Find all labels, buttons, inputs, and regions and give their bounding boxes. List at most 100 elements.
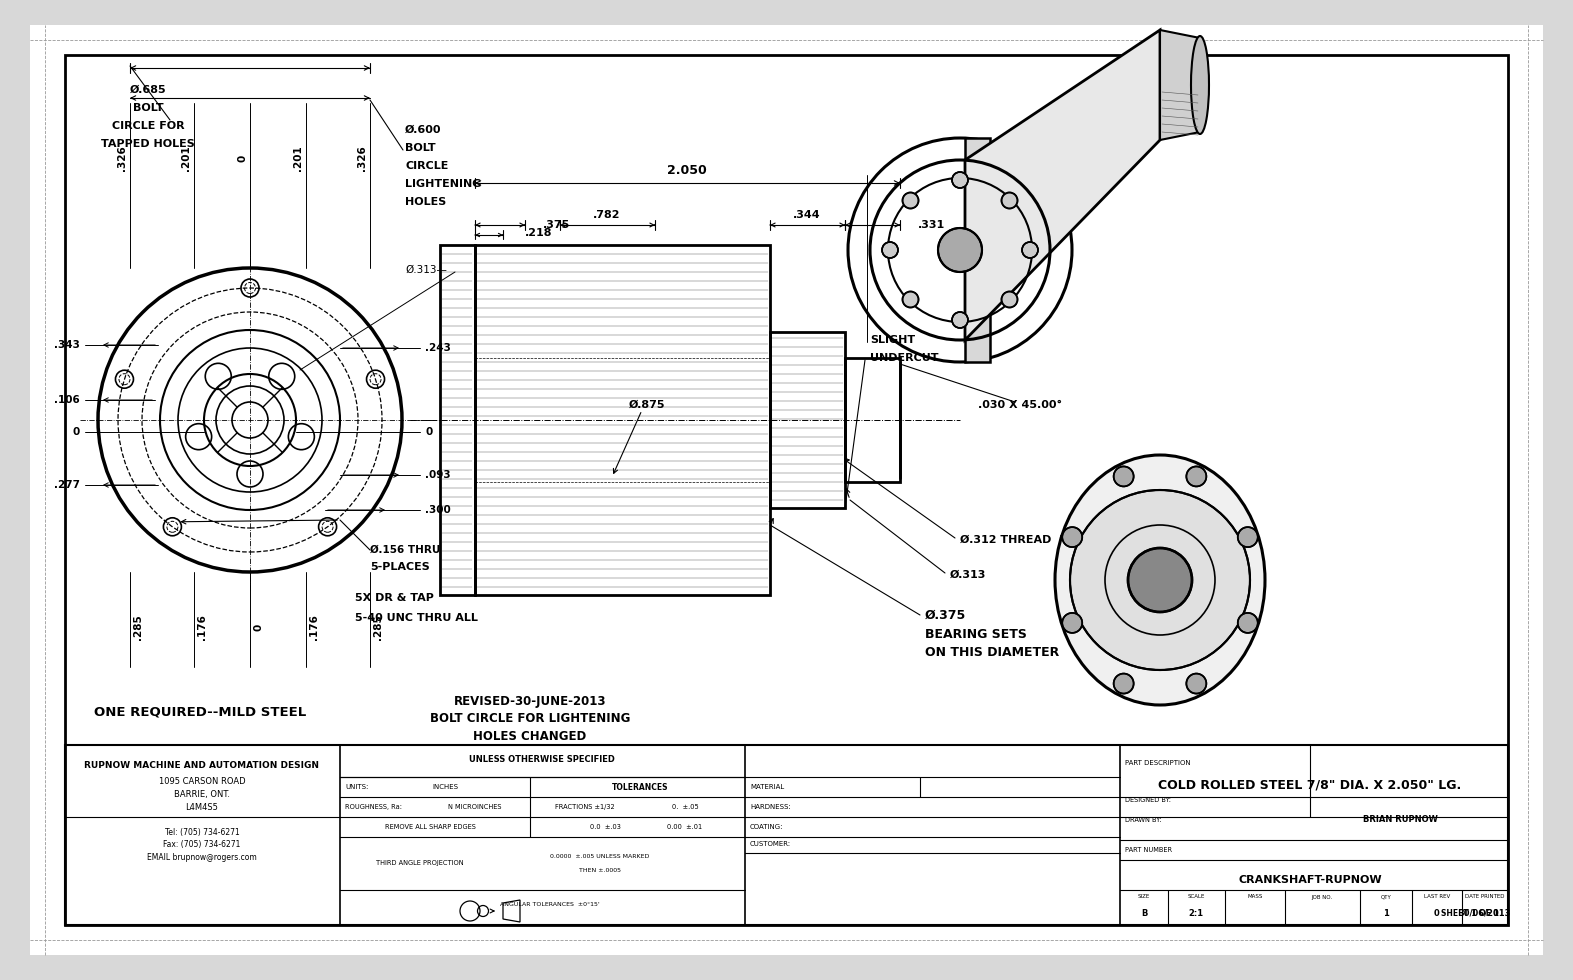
Text: BARRIE, ONT.: BARRIE, ONT.	[175, 790, 230, 799]
Text: 5X DR & TAP: 5X DR & TAP	[355, 593, 434, 603]
Text: .326: .326	[357, 145, 367, 171]
Text: BOLT: BOLT	[132, 103, 164, 113]
Text: .106: .106	[53, 395, 80, 405]
Text: COLD ROLLED STEEL 7/8" DIA. X 2.050" LG.: COLD ROLLED STEEL 7/8" DIA. X 2.050" LG.	[1158, 778, 1461, 792]
Text: SLIGHT: SLIGHT	[870, 335, 915, 345]
Text: MATERIAL: MATERIAL	[750, 784, 785, 790]
Text: REVISED-30-JUNE-2013: REVISED-30-JUNE-2013	[453, 696, 606, 709]
Circle shape	[1062, 527, 1082, 547]
Text: BRIAN RUPNOW: BRIAN RUPNOW	[1362, 815, 1438, 824]
Circle shape	[1002, 192, 1018, 209]
Text: ONE REQUIRED--MILD STEEL: ONE REQUIRED--MILD STEEL	[94, 706, 307, 718]
Text: 30/06/2013: 30/06/2013	[1458, 908, 1512, 917]
Text: 1: 1	[1383, 908, 1389, 917]
Text: 0.0  ±.03: 0.0 ±.03	[590, 824, 620, 830]
Text: UNLESS OTHERWISE SPECIFIED: UNLESS OTHERWISE SPECIFIED	[469, 756, 615, 764]
Circle shape	[1186, 673, 1206, 694]
Text: 2:1: 2:1	[1189, 908, 1203, 917]
Text: REMOVE ALL SHARP EDGES: REMOVE ALL SHARP EDGES	[384, 824, 475, 830]
Text: SCALE: SCALE	[1188, 895, 1205, 900]
Text: .277: .277	[53, 480, 80, 490]
Circle shape	[903, 291, 919, 308]
Text: BEARING SETS: BEARING SETS	[925, 628, 1027, 642]
Text: Ø.312 THREAD  5/16"-24: Ø.312 THREAD 5/16"-24	[960, 535, 1112, 545]
Text: Ø.313—: Ø.313—	[404, 265, 447, 275]
Text: 5-PLACES: 5-PLACES	[370, 562, 429, 572]
Text: .375: .375	[543, 220, 571, 230]
Circle shape	[1002, 291, 1018, 308]
Circle shape	[1114, 466, 1134, 486]
Bar	[845, 358, 900, 482]
Text: SIZE: SIZE	[1137, 895, 1150, 900]
Text: EMAIL brupnow@rogers.com: EMAIL brupnow@rogers.com	[148, 853, 256, 861]
Text: 5-40 UNC THRU ALL: 5-40 UNC THRU ALL	[355, 613, 478, 623]
Circle shape	[1128, 548, 1192, 612]
Circle shape	[882, 242, 898, 258]
Text: 0.00  ±.01: 0.00 ±.01	[667, 824, 703, 830]
Text: 0: 0	[72, 427, 80, 437]
Circle shape	[1186, 466, 1206, 486]
Text: Ø.875: Ø.875	[629, 400, 665, 410]
Text: .343: .343	[53, 340, 80, 350]
Text: .201: .201	[181, 145, 190, 171]
Text: LAST REV: LAST REV	[1424, 895, 1450, 900]
Text: TOLERANCES: TOLERANCES	[612, 782, 669, 792]
Text: .176: .176	[308, 614, 319, 640]
Text: .285: .285	[373, 614, 382, 640]
Text: QTY: QTY	[1381, 895, 1392, 900]
Text: LIGHTENING: LIGHTENING	[404, 179, 481, 189]
Text: .285: .285	[134, 614, 143, 640]
Text: 0.  ±.05: 0. ±.05	[672, 804, 698, 810]
Text: 0: 0	[425, 427, 433, 437]
Circle shape	[952, 312, 967, 328]
Circle shape	[1238, 527, 1258, 547]
Text: N MICROINCHES: N MICROINCHES	[448, 804, 502, 810]
Text: CRANKSHAFT-RUPNOW: CRANKSHAFT-RUPNOW	[1238, 875, 1381, 885]
Text: THEN ±.0005: THEN ±.0005	[579, 868, 621, 873]
Text: .093: .093	[425, 470, 450, 480]
Circle shape	[1062, 612, 1082, 633]
Text: HOLES CHANGED: HOLES CHANGED	[473, 729, 587, 743]
Text: Ø.313: Ø.313	[950, 570, 986, 580]
Text: .300: .300	[425, 505, 451, 515]
Ellipse shape	[1055, 455, 1265, 705]
Text: L4M4S5: L4M4S5	[186, 803, 219, 811]
Text: 0: 0	[1435, 908, 1439, 917]
Text: ON THIS DIAMETER: ON THIS DIAMETER	[925, 647, 1059, 660]
Text: BOLT: BOLT	[404, 143, 436, 153]
Text: TAPPED HOLES: TAPPED HOLES	[101, 139, 195, 149]
Text: .331: .331	[919, 220, 945, 230]
Polygon shape	[964, 138, 989, 362]
Text: .344: .344	[793, 210, 821, 220]
Text: FRACTIONS ±1/32: FRACTIONS ±1/32	[555, 804, 615, 810]
Text: ROUGHNESS, Ra:: ROUGHNESS, Ra:	[344, 804, 403, 810]
Text: CIRCLE: CIRCLE	[404, 161, 448, 171]
Text: INCHES: INCHES	[433, 784, 458, 790]
Text: .201: .201	[293, 145, 304, 171]
Text: Fax: (705) 734-6271: Fax: (705) 734-6271	[164, 841, 241, 850]
Text: PART NUMBER: PART NUMBER	[1125, 847, 1172, 853]
Circle shape	[938, 228, 982, 272]
Text: .243: .243	[425, 343, 451, 353]
Polygon shape	[1159, 30, 1200, 140]
Text: Ø.156 THRU: Ø.156 THRU	[370, 545, 440, 555]
Text: PART DESCRIPTION: PART DESCRIPTION	[1125, 760, 1191, 766]
Polygon shape	[964, 30, 1159, 340]
Text: UNITS:: UNITS:	[344, 784, 368, 790]
Text: RUPNOW MACHINE AND AUTOMATION DESIGN: RUPNOW MACHINE AND AUTOMATION DESIGN	[85, 760, 319, 769]
Bar	[64, 55, 1509, 925]
Text: BOLT CIRCLE FOR LIGHTENING: BOLT CIRCLE FOR LIGHTENING	[429, 712, 631, 725]
Circle shape	[1114, 673, 1134, 694]
Text: .218: .218	[525, 228, 552, 238]
Text: 0: 0	[253, 623, 263, 630]
Circle shape	[952, 172, 967, 188]
Text: JOB NO.: JOB NO.	[1312, 895, 1332, 900]
Text: SHEET 1 OF 1: SHEET 1 OF 1	[1441, 908, 1499, 917]
Text: DRAWN BY:: DRAWN BY:	[1125, 817, 1161, 823]
Circle shape	[1022, 242, 1038, 258]
Text: MASS: MASS	[1247, 895, 1263, 900]
Bar	[64, 745, 1509, 925]
Text: Ø.375: Ø.375	[925, 609, 966, 621]
Text: B: B	[1140, 908, 1147, 917]
Text: DATE PRINTED: DATE PRINTED	[1466, 895, 1505, 900]
